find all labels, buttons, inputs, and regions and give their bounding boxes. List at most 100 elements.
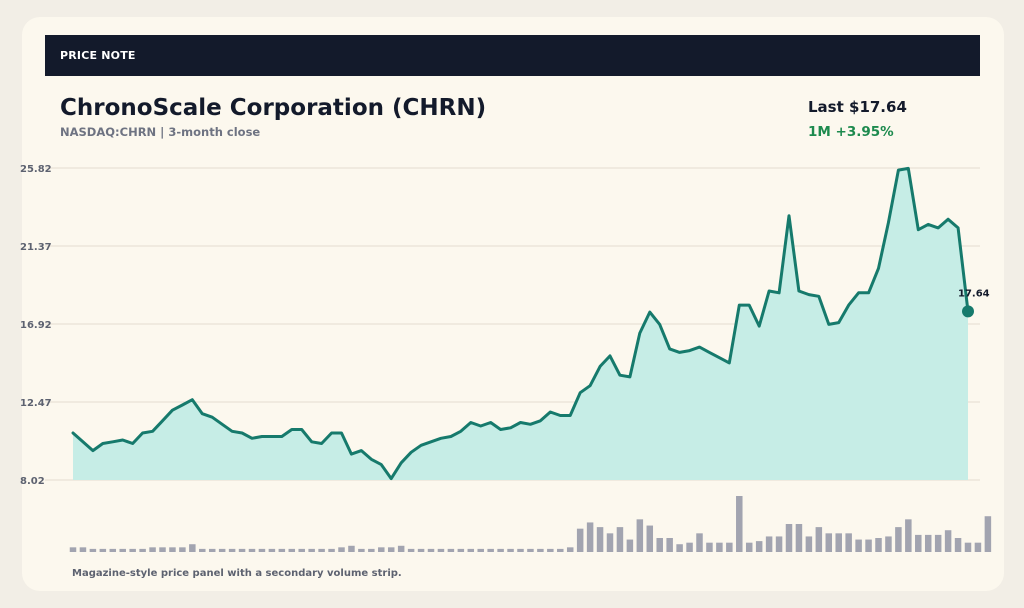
volume-bar bbox=[447, 548, 455, 552]
volume-bar bbox=[616, 527, 624, 552]
volume-bar bbox=[676, 544, 683, 552]
volume-bar bbox=[596, 527, 604, 552]
volume-bar bbox=[795, 524, 803, 552]
volume-bar bbox=[129, 548, 136, 552]
volume-bar bbox=[288, 548, 296, 552]
volume-bar bbox=[646, 525, 654, 552]
volume-bar bbox=[696, 533, 703, 552]
volume-bar bbox=[487, 548, 494, 552]
volume-bar bbox=[427, 548, 435, 552]
volume-bar bbox=[527, 548, 534, 552]
y-tick-label: 12.47 bbox=[20, 398, 52, 409]
volume-bar bbox=[467, 548, 475, 552]
price-panel-card bbox=[22, 17, 1004, 591]
volume-bar bbox=[686, 542, 693, 552]
volume-bar bbox=[348, 545, 355, 552]
volume-bar bbox=[586, 522, 594, 552]
volume-bar bbox=[566, 547, 574, 552]
volume-bar bbox=[875, 538, 882, 552]
volume-bar bbox=[268, 548, 276, 552]
volume-bar bbox=[99, 548, 107, 552]
volume-bar bbox=[387, 547, 395, 552]
volume-bar bbox=[775, 536, 783, 552]
volume-bar bbox=[497, 548, 504, 552]
volume-bar bbox=[895, 527, 902, 552]
volume-bar bbox=[974, 542, 982, 552]
volume-bar bbox=[378, 547, 385, 552]
price-area-fill bbox=[73, 168, 968, 480]
volume-bar bbox=[606, 533, 614, 552]
volume-bar bbox=[119, 548, 126, 552]
volume-bar bbox=[69, 547, 77, 552]
last-price-point bbox=[962, 305, 974, 318]
volume-bar bbox=[437, 548, 445, 552]
page-title: ChronoScale Corporation (CHRN) bbox=[60, 95, 487, 121]
volume-bar bbox=[835, 533, 842, 552]
volume-bar bbox=[397, 545, 405, 552]
volume-bar bbox=[159, 547, 166, 552]
volume-bar bbox=[139, 548, 146, 552]
volume-bar bbox=[537, 548, 544, 552]
y-tick-label: 16.92 bbox=[20, 320, 52, 331]
volume-bar bbox=[745, 542, 753, 552]
page-subtitle: NASDAQ:CHRN | 3-month close bbox=[60, 125, 261, 139]
last-price: Last $17.64 bbox=[808, 98, 907, 116]
volume-bar bbox=[736, 496, 743, 552]
volume-bar bbox=[179, 547, 186, 552]
footer-note: Magazine-style price panel with a second… bbox=[72, 568, 402, 579]
volume-bar bbox=[278, 548, 286, 552]
volume-bar bbox=[308, 548, 315, 552]
volume-bar bbox=[825, 533, 833, 552]
volume-bar bbox=[964, 542, 972, 552]
volume-bar bbox=[517, 548, 524, 552]
volume-bar bbox=[407, 548, 415, 552]
volume-bar bbox=[636, 519, 644, 552]
volume-bar bbox=[199, 548, 206, 552]
volume-strip bbox=[69, 496, 992, 552]
volume-bar bbox=[218, 548, 226, 552]
volume-bar bbox=[368, 548, 375, 552]
volume-bar bbox=[706, 542, 713, 552]
volume-bar bbox=[318, 548, 325, 552]
volume-bar bbox=[169, 547, 176, 552]
volume-bar bbox=[865, 539, 872, 552]
volume-bar bbox=[755, 541, 763, 552]
volume-bar bbox=[248, 548, 256, 552]
volume-bar bbox=[557, 548, 564, 552]
volume-bar bbox=[338, 547, 345, 552]
volume-bar bbox=[944, 530, 952, 552]
volume-bar bbox=[238, 548, 246, 552]
volume-bar bbox=[915, 534, 922, 552]
volume-bar bbox=[109, 548, 117, 552]
volume-bar bbox=[228, 548, 236, 552]
monthly-change: 1M +3.95% bbox=[808, 124, 894, 140]
volume-bar bbox=[417, 548, 425, 552]
volume-bar bbox=[457, 548, 465, 552]
volume-bar bbox=[885, 536, 892, 552]
last-price-label: 17.64 bbox=[958, 288, 990, 299]
y-tick-label: 21.37 bbox=[20, 242, 52, 253]
volume-bar bbox=[765, 536, 773, 552]
volume-bar bbox=[547, 548, 554, 552]
volume-bar bbox=[785, 524, 793, 552]
volume-bar bbox=[477, 548, 484, 552]
volume-bar bbox=[815, 527, 823, 552]
volume-bar bbox=[89, 548, 97, 552]
y-tick-label: 25.82 bbox=[20, 164, 52, 175]
y-tick-label: 8.02 bbox=[20, 476, 45, 487]
volume-bar bbox=[855, 539, 862, 552]
price-line bbox=[71, 166, 970, 481]
price-note-banner: PRICE NOTE bbox=[45, 35, 980, 76]
volume-bar bbox=[626, 539, 634, 552]
volume-bar bbox=[208, 548, 216, 552]
volume-bar bbox=[149, 547, 156, 552]
volume-bar bbox=[716, 542, 723, 552]
chart-area bbox=[71, 166, 974, 481]
volume-bar bbox=[656, 538, 663, 552]
volume-bar bbox=[576, 528, 584, 552]
volume-bar bbox=[934, 534, 942, 552]
volume-bar bbox=[984, 516, 992, 552]
volume-bar bbox=[79, 547, 87, 552]
volume-bar bbox=[298, 548, 305, 552]
